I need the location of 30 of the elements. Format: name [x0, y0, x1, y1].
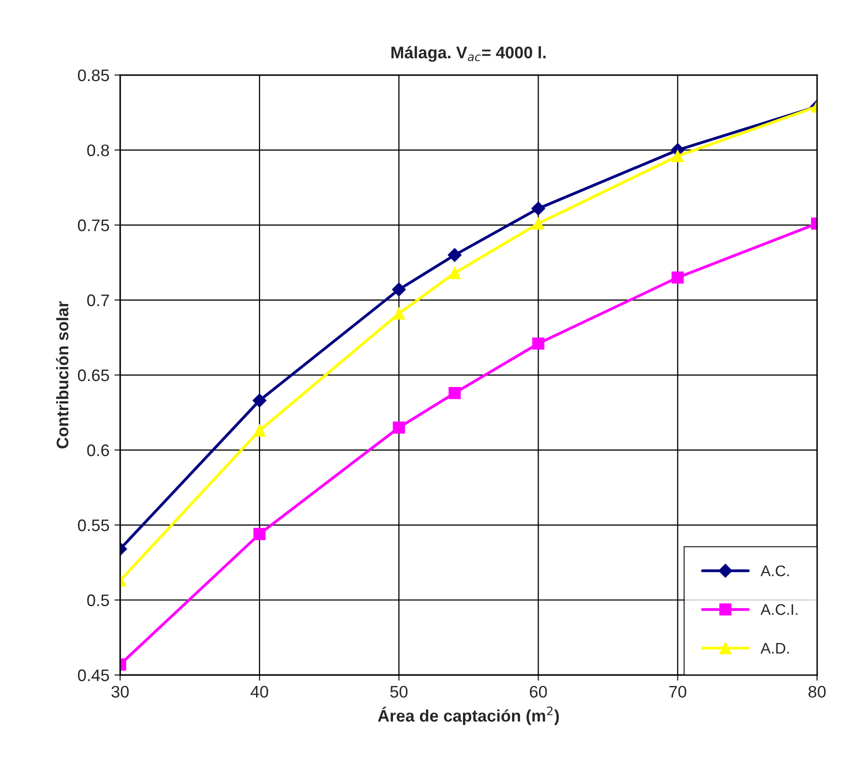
x-tick-label: 30: [112, 686, 129, 698]
point: [448, 248, 462, 262]
y-tick-label: 0.45: [78, 669, 110, 682]
point: [531, 202, 546, 216]
x-axis-title: Área de captación (m$^{2}$): [378, 706, 559, 726]
chart-title: Málaga. V$_{ac}$= 4000 l.: [391, 46, 546, 62]
x-tick-label: 80: [808, 686, 826, 698]
y-tick-label: 0.5: [87, 594, 110, 606]
point: [448, 386, 461, 400]
x-tick-label: 40: [250, 686, 268, 698]
point: [448, 266, 461, 280]
point: [392, 421, 405, 434]
y-tick-label: 0.85: [78, 69, 110, 82]
x-tick-label: 60: [530, 686, 547, 698]
y-tick-label: 0.8: [87, 144, 109, 156]
point: [392, 282, 406, 296]
x-tick-label: 70: [669, 686, 686, 698]
y-tick-label: 0.55: [78, 519, 110, 532]
legend-label: A.C.: [760, 565, 789, 576]
x-tick-label: 50: [390, 686, 408, 698]
y-tick-label: 0.7: [87, 294, 109, 306]
legend-label: A.C.I.: [760, 604, 798, 615]
y-axis-title: Contribución solar: [56, 301, 68, 448]
legend-label: A.D.: [760, 642, 789, 654]
point: [392, 307, 405, 320]
y-tick-label: 0.75: [78, 219, 110, 232]
y-tick-label: 0.65: [78, 369, 110, 382]
point: [532, 217, 544, 230]
y-tick-label: 0.6: [87, 444, 109, 456]
point: [532, 337, 544, 350]
